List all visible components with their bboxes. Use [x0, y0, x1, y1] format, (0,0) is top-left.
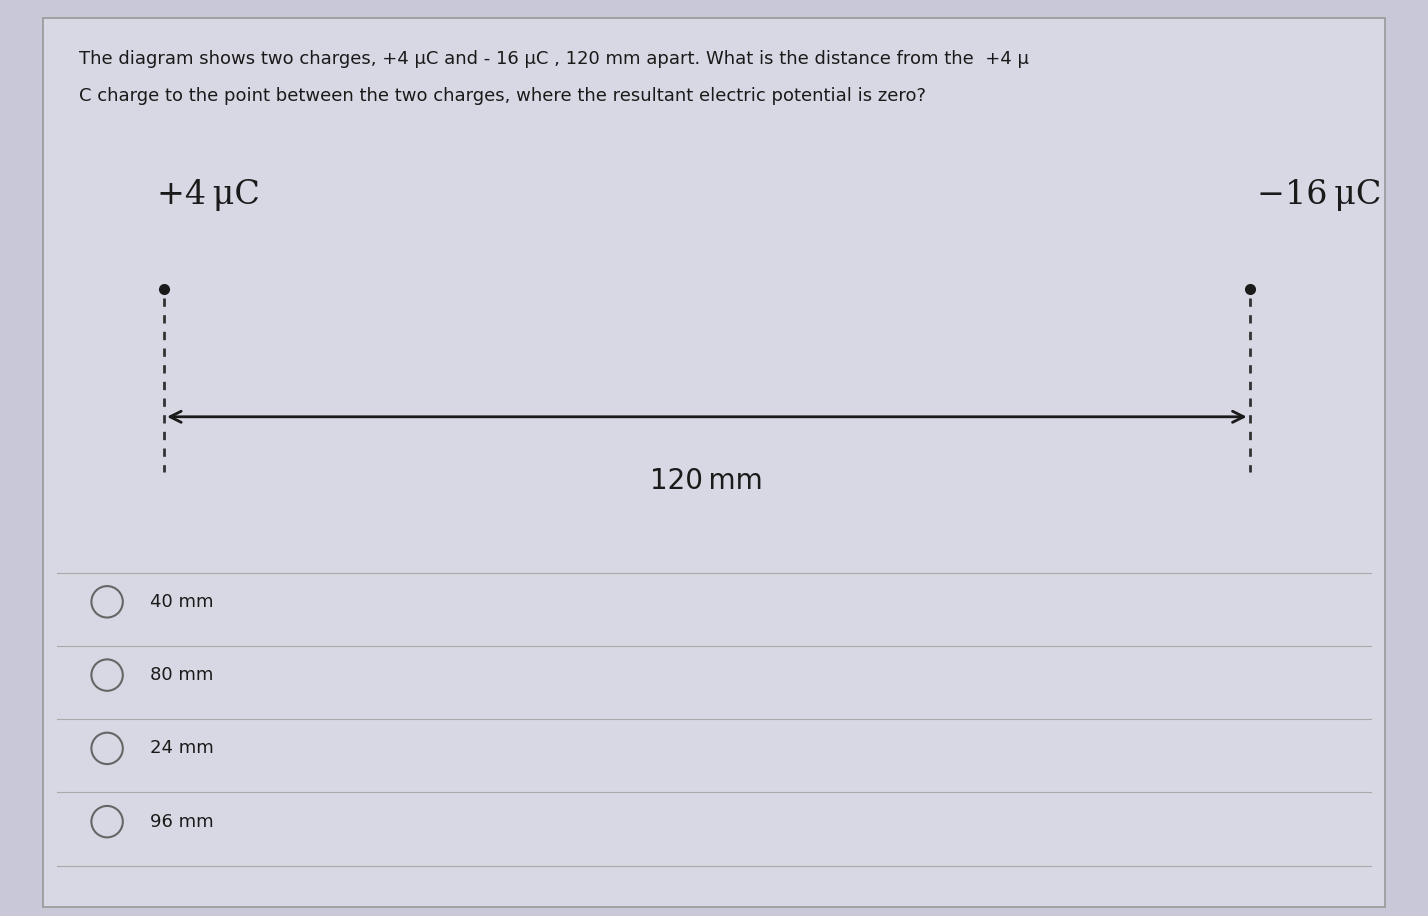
Text: 24 mm: 24 mm [150, 739, 214, 758]
Text: C charge to the point between the two charges, where the resultant electric pote: C charge to the point between the two ch… [79, 87, 925, 105]
FancyBboxPatch shape [43, 18, 1385, 907]
Text: −16 μC: −16 μC [1257, 179, 1381, 211]
Text: 120 mm: 120 mm [651, 467, 763, 496]
Text: 40 mm: 40 mm [150, 593, 213, 611]
Text: 96 mm: 96 mm [150, 812, 214, 831]
Text: +4 μC: +4 μC [157, 179, 260, 211]
Text: 80 mm: 80 mm [150, 666, 213, 684]
Text: The diagram shows two charges, +4 μC and - 16 μC , 120 mm apart. What is the dis: The diagram shows two charges, +4 μC and… [79, 50, 1028, 69]
